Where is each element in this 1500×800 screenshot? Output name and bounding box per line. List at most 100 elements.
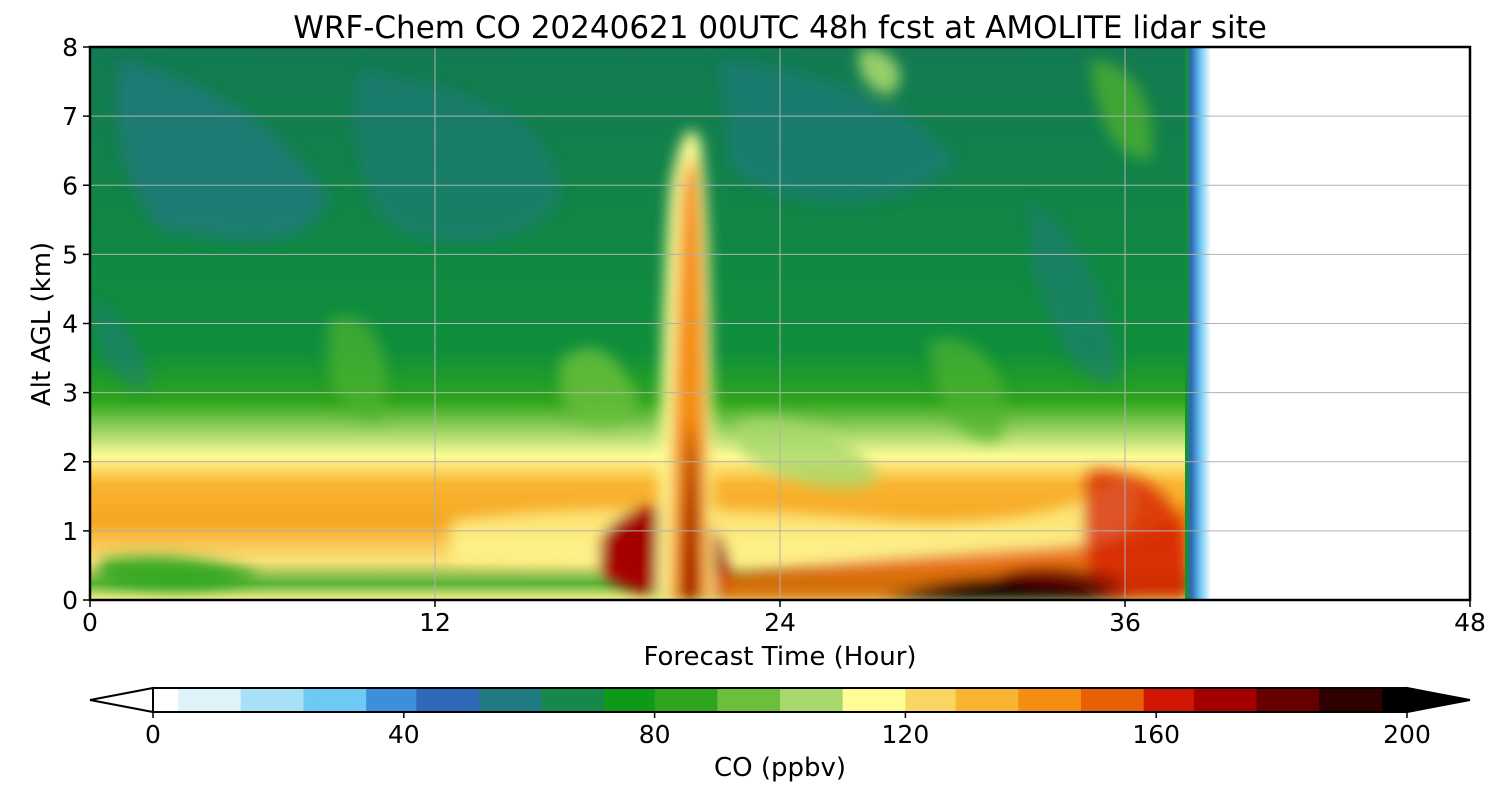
x-tick-label: 48 xyxy=(1454,608,1486,637)
colorbar-swatch xyxy=(328,688,342,712)
colorbar-swatch xyxy=(1118,688,1132,712)
colorbar-swatch xyxy=(1381,688,1396,712)
colorbar-swatch xyxy=(1256,688,1270,712)
colorbar-swatch xyxy=(855,688,869,712)
colorbar-swatch xyxy=(1243,688,1258,712)
y-tick-label: 7 xyxy=(62,102,78,131)
colorbar-ticks: 0 40 80 120 160 200 xyxy=(145,712,1431,749)
colorbar-swatch xyxy=(591,688,606,712)
colorbar-swatch xyxy=(1281,688,1295,712)
colorbar-swatch xyxy=(529,688,543,712)
colorbar-swatch xyxy=(479,688,493,712)
colorbar-swatch xyxy=(968,688,982,712)
colorbar xyxy=(89,686,1471,714)
colorbar-swatch xyxy=(1269,688,1283,712)
colorbar-swatch xyxy=(616,688,631,712)
colorbar-tick-label: 80 xyxy=(639,720,671,749)
colorbar-tick-label: 40 xyxy=(388,720,420,749)
y-tick-label: 8 xyxy=(62,33,78,62)
y-axis-ticks: 0 1 2 3 4 5 6 7 8 xyxy=(62,33,90,615)
colorbar-swatch xyxy=(441,688,455,712)
colorbar-swatch xyxy=(1193,688,1207,712)
colorbar-swatch xyxy=(830,688,844,712)
colorbar-swatch xyxy=(1143,688,1157,712)
colorbar-swatch xyxy=(892,688,906,712)
colorbar-swatch xyxy=(416,688,430,712)
colorbar-tick-label: 120 xyxy=(882,720,930,749)
x-axis-label: Forecast Time (Hour) xyxy=(643,642,916,672)
colorbar-swatch xyxy=(504,688,518,712)
colorbar-extend-low xyxy=(89,686,154,714)
colorbar-swatch xyxy=(579,688,593,712)
colorbar-swatch xyxy=(717,688,731,712)
colorbar-swatch xyxy=(1294,688,1308,712)
colorbar-swatch xyxy=(1030,688,1044,712)
colorbar-tick-label: 200 xyxy=(1383,720,1431,749)
colorbar-swatch xyxy=(817,688,831,712)
colorbar-swatch xyxy=(604,688,618,712)
chart-title: WRF-Chem CO 20240621 00UTC 48h fcst at A… xyxy=(293,10,1267,46)
colorbar-swatch xyxy=(203,688,217,712)
colorbar-swatch xyxy=(1080,688,1095,712)
colorbar-swatch xyxy=(1319,688,1333,712)
colorbar-swatch xyxy=(453,688,468,712)
colorbar-swatch xyxy=(265,688,279,712)
colorbar-swatch xyxy=(1306,688,1320,712)
colorbar-swatch xyxy=(780,688,794,712)
colorbar-swatch xyxy=(403,688,417,712)
colorbar-swatch xyxy=(767,688,781,712)
colorbar-swatch xyxy=(704,688,718,712)
colorbar-swatch xyxy=(1394,688,1408,712)
x-tick-label: 12 xyxy=(419,608,451,637)
colorbar-swatch xyxy=(1018,688,1032,712)
colorbar-swatch xyxy=(178,688,192,712)
colorbar-swatch xyxy=(190,688,204,712)
colorbar-tick-label: 160 xyxy=(1132,720,1180,749)
colorbar-swatch xyxy=(253,688,267,712)
colorbar-tick-label: 0 xyxy=(145,720,161,749)
colorbar-swatch xyxy=(805,688,819,712)
colorbar-swatch xyxy=(516,688,530,712)
y-tick-label: 1 xyxy=(62,517,78,546)
colorbar-swatch xyxy=(654,688,668,712)
colorbar-swatch xyxy=(1344,688,1358,712)
colorbar-swatch xyxy=(303,688,317,712)
colorbar-swatch xyxy=(165,688,179,712)
colorbar-swatch xyxy=(1055,688,1070,712)
colorbar-swatch xyxy=(943,688,957,712)
colorbar-swatch xyxy=(867,688,881,712)
colorbar-swatch xyxy=(742,688,756,712)
colorbar-swatch xyxy=(240,688,254,712)
colorbar-swatch xyxy=(754,688,769,712)
colorbar-swatch xyxy=(153,688,167,712)
colorbar-swatch xyxy=(566,688,580,712)
colorbar-swatch xyxy=(1206,688,1220,712)
colorbar-swatch xyxy=(1156,688,1170,712)
x-axis-ticks: 0 12 24 36 48 xyxy=(82,600,1486,637)
colorbar-swatch xyxy=(1231,688,1245,712)
colorbar-swatch xyxy=(391,688,405,712)
colorbar-swatch xyxy=(1131,688,1145,712)
y-axis-label: Alt AGL (km) xyxy=(27,242,57,406)
colorbar-swatch xyxy=(880,688,894,712)
y-tick-label: 5 xyxy=(62,240,78,269)
x-tick-label: 24 xyxy=(764,608,796,637)
colorbar-swatch xyxy=(1181,688,1195,712)
colorbar-swatch xyxy=(667,688,681,712)
colorbar-label: CO (ppbv) xyxy=(714,753,846,783)
colorbar-swatch xyxy=(554,688,568,712)
x-tick-label: 0 xyxy=(82,608,98,637)
colorbar-swatch xyxy=(378,688,392,712)
colorbar-swatch xyxy=(955,688,969,712)
x-tick-label: 36 xyxy=(1109,608,1141,637)
colorbar-swatch xyxy=(729,688,743,712)
colorbar-swatch xyxy=(1093,688,1107,712)
colorbar-swatch xyxy=(917,688,932,712)
colorbar-swatch xyxy=(1043,688,1057,712)
y-tick-label: 4 xyxy=(62,310,78,339)
colorbar-swatch xyxy=(316,688,330,712)
colorbar-swatch xyxy=(541,688,555,712)
colorbar-swatch xyxy=(466,688,480,712)
colorbar-swatch xyxy=(679,688,693,712)
